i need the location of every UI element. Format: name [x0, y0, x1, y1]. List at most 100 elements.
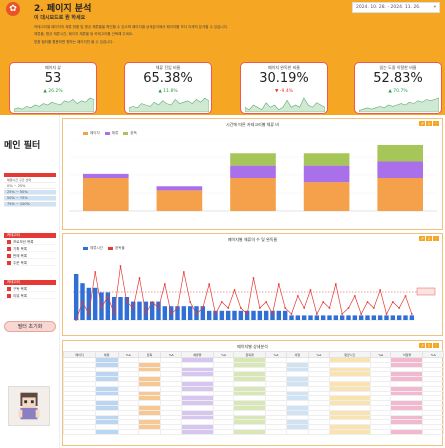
line-point [201, 307, 204, 309]
expand-icon[interactable]: ↗ [419, 236, 425, 241]
bar [327, 315, 332, 320]
line-point [220, 301, 223, 303]
category-dwell-chart-panel: 시간에 따른 카테고리별 체류 비 ↗ ⇩ ⋮ 페이지 체류 완독 [62, 118, 443, 230]
range-option[interactable]: 50% ~ 75% [4, 196, 56, 201]
bar [92, 287, 98, 320]
page-subtitle: 이 대시보드로 뭔 하세요 [34, 15, 86, 21]
column-header[interactable]: %Δ [117, 351, 139, 358]
category-checkbox[interactable]: 주문 목록 [4, 260, 56, 266]
date-range-value: 2024. 10. 28. - 2024. 11. 26. [356, 5, 421, 10]
line-point [398, 307, 401, 309]
column-header[interactable]: %Δ [265, 351, 287, 358]
table-row[interactable] [62, 357, 444, 363]
date-range-picker[interactable]: 2024. 10. 28. - 2024. 11. 26. ▾ [352, 2, 440, 13]
table-row[interactable] [62, 424, 444, 430]
table-cell [137, 428, 162, 435]
line-point [246, 313, 249, 315]
bar-segment [303, 182, 350, 211]
table-cell [62, 428, 97, 435]
table-row[interactable] [62, 395, 444, 402]
bar [333, 315, 339, 320]
kpi-value: 65.38% [143, 71, 193, 86]
bar-segment [156, 190, 203, 211]
table-cell [117, 428, 139, 435]
line-point [404, 295, 407, 297]
table-cell [328, 428, 372, 435]
column-header[interactable]: %Δ [422, 351, 444, 358]
page-title: 2. 페이지 분석 [34, 4, 92, 14]
bar [251, 310, 256, 320]
stacked-bar-chart [69, 139, 437, 212]
kpi-sparkline [14, 97, 94, 112]
more-icon[interactable]: ⋮ [433, 236, 439, 241]
kpi-sparkline [245, 97, 325, 112]
kpi-label: 페이지 뷰 [45, 65, 61, 70]
table-row[interactable] [62, 409, 444, 416]
table-row[interactable] [62, 428, 444, 435]
download-icon[interactable]: ⇩ [426, 121, 432, 126]
reset-filter-button[interactable]: 필터 초기화 [4, 321, 56, 332]
range-option[interactable]: 25% ~ 50% [4, 190, 56, 195]
line-point [239, 307, 242, 309]
expand-icon[interactable]: ↗ [419, 343, 425, 348]
table-row[interactable] [62, 404, 444, 411]
bar [213, 310, 218, 320]
table-row[interactable] [62, 419, 444, 426]
category-checkbox[interactable]: 프로모션 목록 [4, 239, 56, 245]
table-cell [212, 428, 235, 435]
more-icon[interactable]: ⋮ [433, 343, 439, 348]
legend-label: 체류 [111, 131, 119, 135]
bar [118, 297, 123, 320]
bar [295, 315, 301, 320]
category-checkbox[interactable]: 구독 목록 [4, 286, 56, 292]
bar [105, 292, 111, 320]
category-checkbox[interactable]: 기획 목록 [4, 246, 56, 252]
chevron-down-icon: ▾ [433, 5, 436, 10]
kpi-sparkline [129, 97, 209, 112]
table-row[interactable] [62, 381, 444, 387]
expand-icon[interactable]: ↗ [419, 121, 425, 126]
line-point [75, 319, 78, 321]
more-icon[interactable]: ⋮ [433, 121, 439, 126]
bar [219, 310, 225, 320]
line-point [328, 307, 331, 309]
table-cell [308, 428, 330, 435]
line-point [353, 295, 356, 297]
line-point [296, 295, 299, 297]
line-point [233, 289, 236, 291]
column-header[interactable]: 이탈율 [390, 351, 424, 358]
column-header[interactable]: %Δ [160, 351, 182, 358]
column-header[interactable]: %Δ [370, 351, 392, 358]
table-cell [370, 428, 392, 435]
category-group-header: 카테고리 [4, 233, 56, 238]
category-checkbox[interactable]: 리뷰 목록 [4, 293, 56, 299]
download-icon[interactable]: ⇩ [426, 236, 432, 241]
line-point [100, 307, 103, 309]
description-line: 카테고리별 페이지의 체류 현황 및 평균 체류율을 확인할 수 있으며 페이지… [34, 25, 228, 29]
bar [162, 306, 168, 320]
chart-legend: 페이지 체류 완독 [79, 131, 137, 136]
download-icon[interactable]: ⇩ [426, 343, 432, 348]
kpi-card-complete-rate: 페이지 완독한 비율 30.19% ▼ -9.4% [240, 62, 328, 114]
bar-segment [303, 153, 350, 166]
line-point [182, 271, 185, 273]
bar [301, 315, 307, 320]
column-header[interactable]: %Δ [308, 351, 330, 358]
chart-title: 페이지별 체류의 수 및 완독율 [227, 237, 278, 242]
sparkline-area [14, 97, 94, 112]
range-option[interactable]: 75% ~ 100% [4, 202, 56, 207]
category-checkbox[interactable]: 판매 목록 [4, 253, 56, 259]
chart-title: 시간에 따른 카테고리별 체류 비 [226, 122, 279, 127]
column-header[interactable]: %Δ [212, 351, 235, 358]
bar [225, 310, 231, 320]
line-point [125, 301, 128, 303]
bar [320, 315, 326, 320]
kpi-value: 30.19% [259, 71, 309, 86]
column-header[interactable]: 페이지 [62, 351, 97, 358]
range-option[interactable]: 0% ~ 25% [4, 184, 56, 189]
line-point [341, 313, 344, 315]
line-point [315, 313, 318, 315]
table-row[interactable] [62, 400, 444, 406]
table-row[interactable] [62, 361, 444, 368]
line-point [119, 265, 122, 267]
